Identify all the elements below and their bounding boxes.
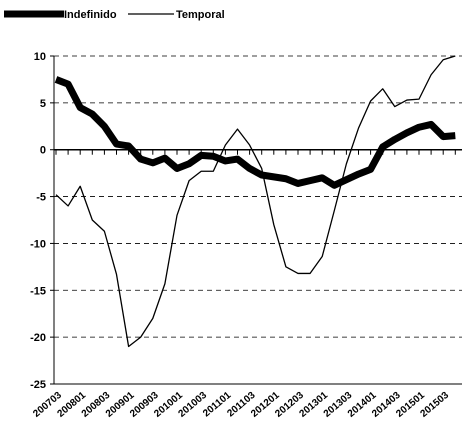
legend-label: Indefinido [64,9,117,21]
y-tick-label: -10 [30,238,46,250]
y-tick-label: -20 [30,332,46,344]
x-tick-label: 201503 [418,390,451,420]
y-tick-label: -15 [30,285,46,297]
series-line [54,76,456,189]
y-tick-label: -25 [30,379,46,391]
y-tick-label: 10 [34,51,46,63]
y-tick-label: 0 [40,145,46,157]
y-tick-label: -5 [36,192,46,204]
legend-label: Temporal [176,9,225,21]
series-line [55,55,456,348]
y-tick-label: 5 [40,98,46,110]
